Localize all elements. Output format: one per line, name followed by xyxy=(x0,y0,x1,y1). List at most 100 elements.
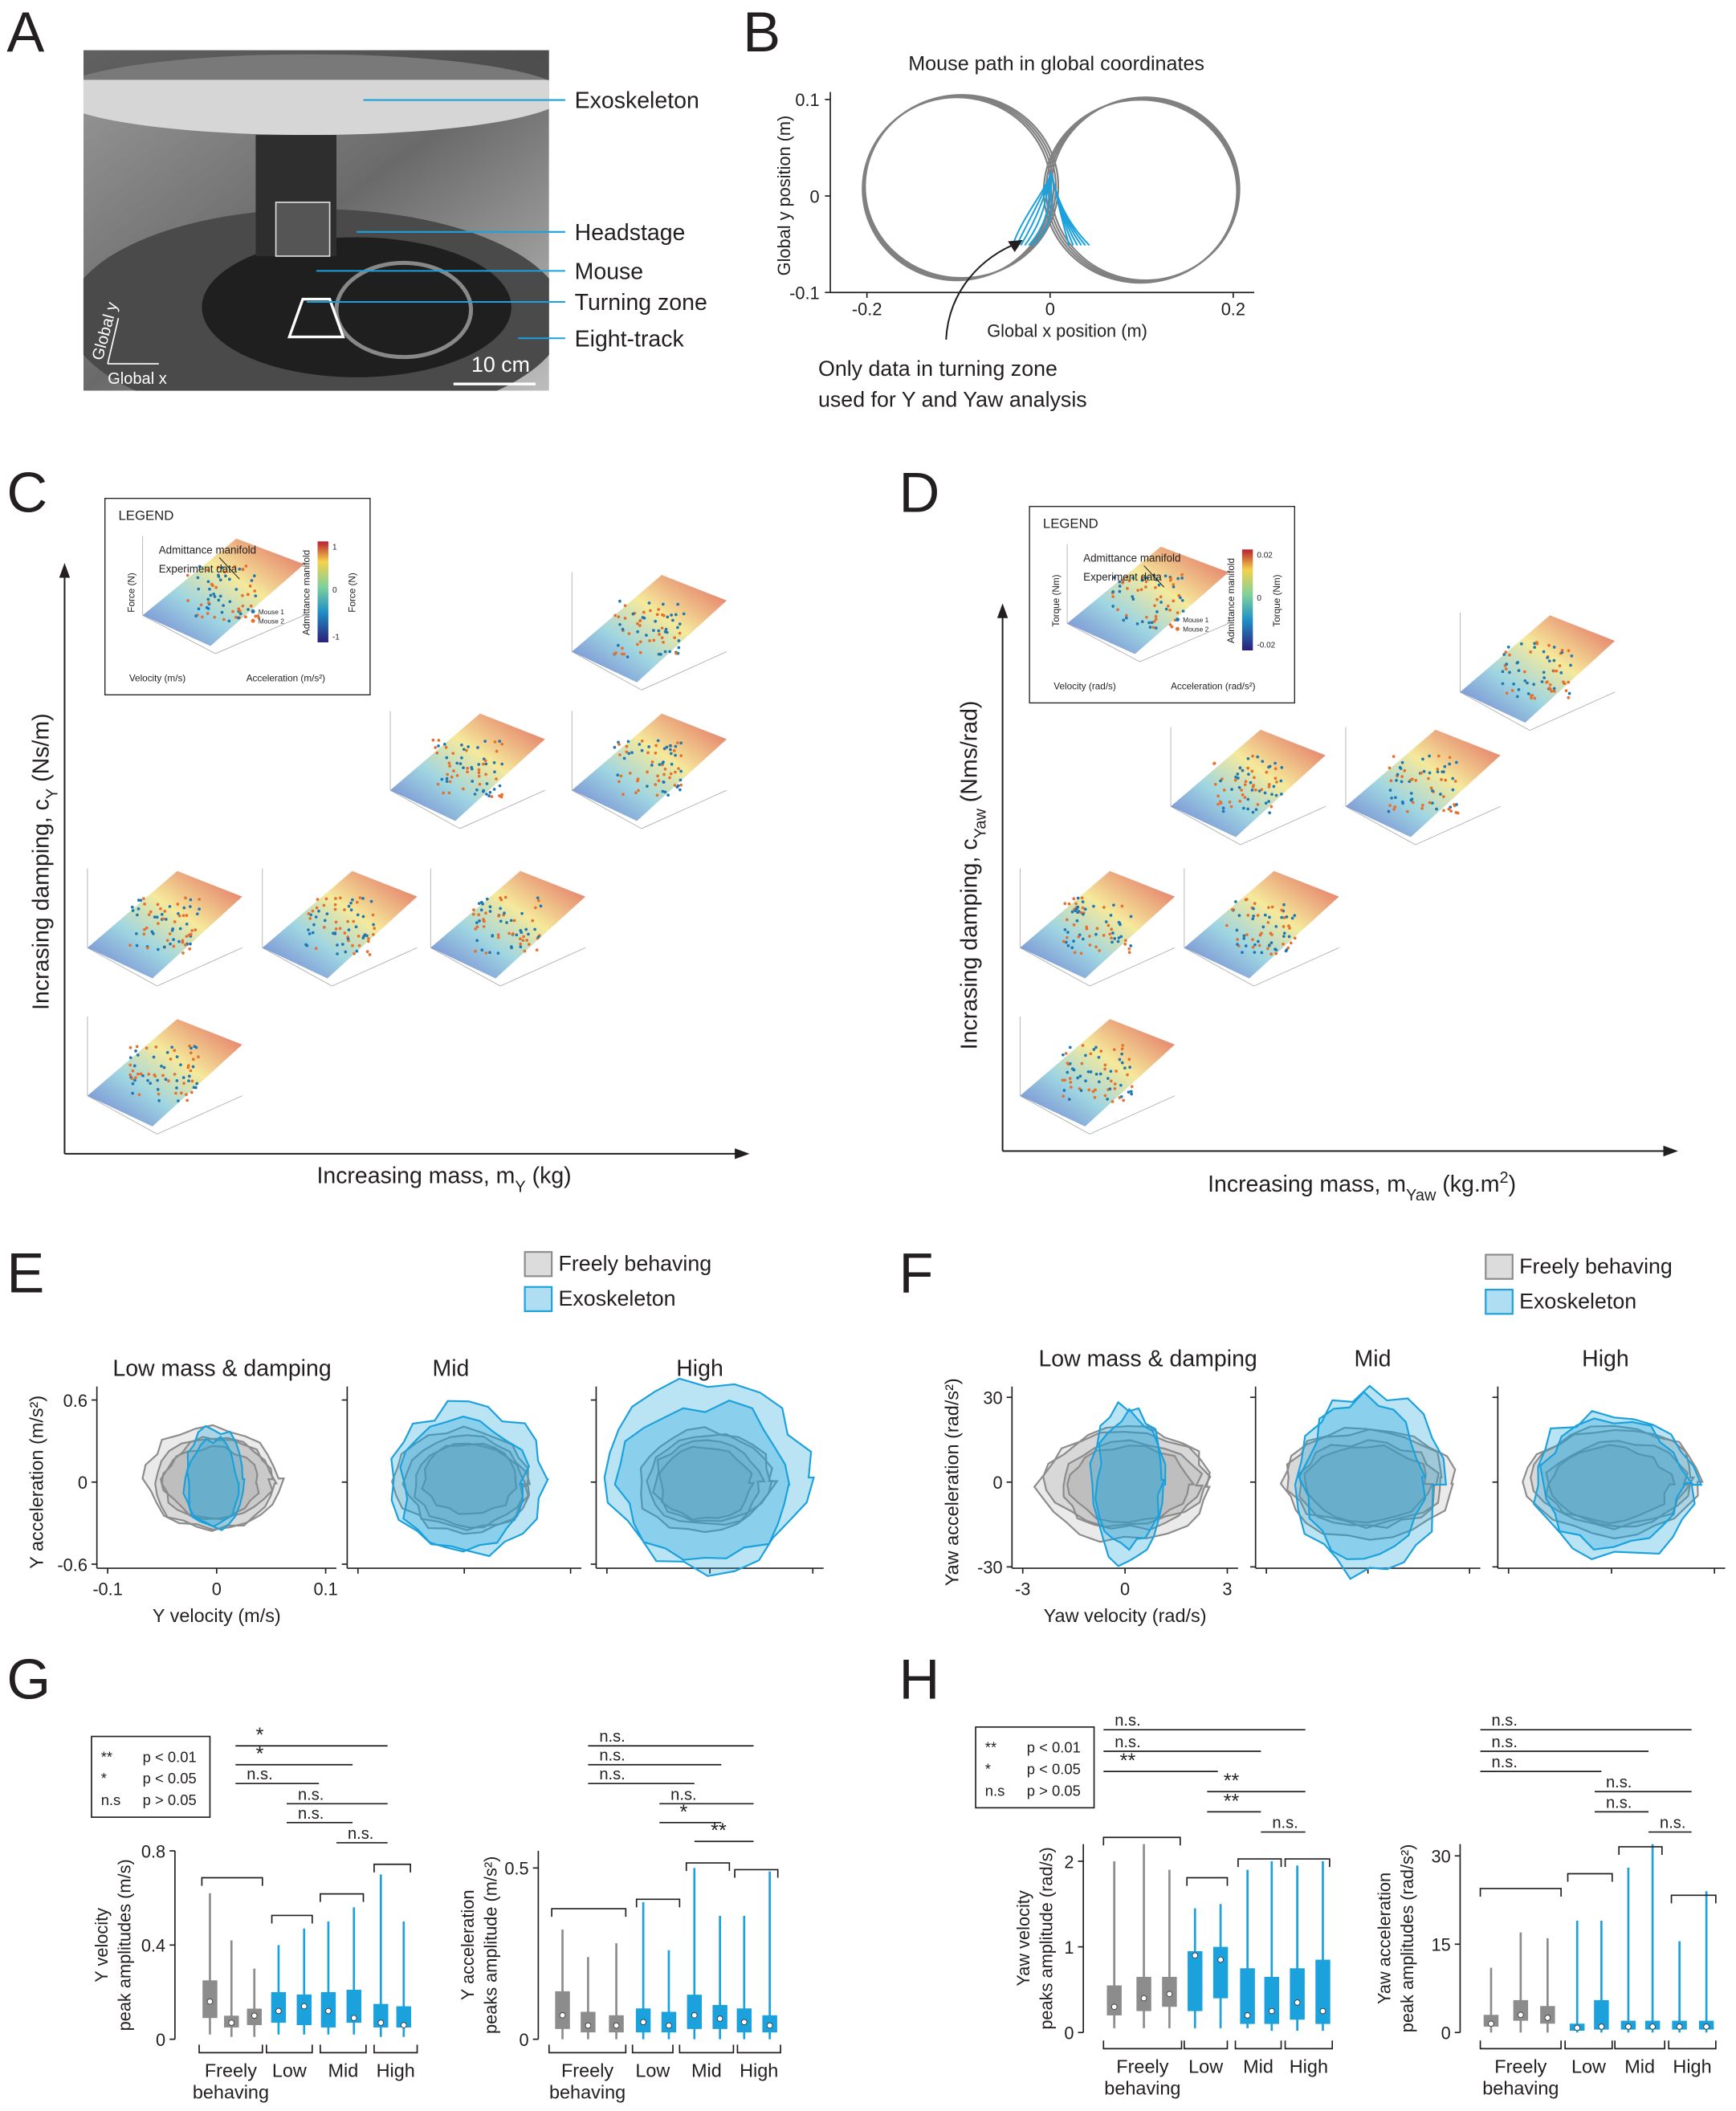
scatter-dot xyxy=(346,919,349,923)
scatter-dot xyxy=(1099,1049,1103,1053)
mini-axis xyxy=(214,614,304,654)
scatter-dot xyxy=(1567,691,1571,695)
scatter-dot xyxy=(1242,934,1246,938)
scatter-dot xyxy=(522,935,525,939)
group-underline xyxy=(1184,2040,1229,2050)
scatter-dot xyxy=(1131,576,1135,580)
scatter-dot xyxy=(1238,766,1242,770)
scatter-dot xyxy=(316,898,320,901)
sig-symbol: ** xyxy=(101,1748,112,1765)
scatter-dot xyxy=(1265,770,1269,774)
scatter-dot xyxy=(437,739,441,742)
scatter-dot xyxy=(1428,754,1432,758)
scatter-dot xyxy=(533,927,536,931)
scatter-dot xyxy=(254,614,258,618)
scatter-dot xyxy=(356,913,360,917)
scatter-dot xyxy=(1293,936,1297,940)
scatter-dot xyxy=(618,622,621,626)
group-label: High xyxy=(377,2060,415,2081)
mini-axis xyxy=(87,1095,157,1135)
scatter-dot xyxy=(440,777,444,781)
scatter-dot xyxy=(367,939,370,943)
scatter-dot xyxy=(1567,695,1571,699)
scatter-dot xyxy=(1260,951,1264,955)
scatter-dot xyxy=(627,632,631,635)
scatter-dot xyxy=(132,1064,137,1068)
scatter-dot xyxy=(1274,793,1278,797)
scatter-dot xyxy=(1098,949,1102,952)
scatter-dot xyxy=(1570,654,1574,658)
sig-legend-box xyxy=(975,1726,1095,1809)
scatter-dot xyxy=(495,749,499,753)
scatter-dot xyxy=(666,615,670,619)
scatter-dot xyxy=(1136,589,1140,593)
scatter-dot xyxy=(1069,1081,1073,1084)
scatter-dot xyxy=(1110,927,1114,931)
scatter-dot xyxy=(1388,766,1392,770)
scatter-dot xyxy=(1082,912,1085,916)
panel-letter: F xyxy=(899,1241,934,1304)
scatter-dot xyxy=(662,772,666,776)
scatter-dot xyxy=(1533,696,1537,700)
scatter-dot xyxy=(646,751,650,755)
mini-axis xyxy=(1089,1095,1176,1135)
scatter-dot xyxy=(1240,789,1243,792)
scatter-dot xyxy=(1420,771,1423,775)
scatter-dot xyxy=(484,911,487,915)
median xyxy=(666,2022,672,2029)
manifold-surface xyxy=(430,870,586,979)
phase-polygon xyxy=(1303,1444,1434,1524)
scatter-dot xyxy=(1069,1086,1073,1089)
scatter-dot xyxy=(179,1063,182,1066)
scatter-dot xyxy=(128,1063,132,1067)
group-label: Low xyxy=(1571,2056,1606,2077)
scatter-dot xyxy=(496,935,500,939)
scatter-dot xyxy=(1559,671,1563,674)
scatter-dot xyxy=(194,928,198,931)
scatter-dot xyxy=(201,615,204,619)
scatter-dot xyxy=(162,1066,166,1070)
scatter-dot xyxy=(1127,1058,1131,1062)
scatter-dot xyxy=(613,613,617,617)
scatter-dot xyxy=(1078,1074,1082,1078)
scatter-dot xyxy=(1420,806,1424,810)
phase-polygon xyxy=(390,1400,550,1558)
scatter-dot xyxy=(194,1045,198,1049)
scatter-dot xyxy=(1141,576,1144,580)
scatter-dot xyxy=(652,629,655,632)
scatter-dot xyxy=(173,1072,177,1076)
scatter-dot xyxy=(442,791,446,795)
scatter-dot xyxy=(534,906,537,910)
scatter-dot xyxy=(372,932,375,936)
scatter-dot xyxy=(325,912,329,915)
group-label: Mid xyxy=(1243,2056,1273,2077)
scatter-dot xyxy=(168,932,172,935)
mini-axis xyxy=(332,947,418,987)
scatter-dot xyxy=(1263,791,1267,795)
scatter-dot xyxy=(1522,670,1526,674)
sig-symbol: * xyxy=(985,1760,991,1777)
scatter-dot xyxy=(1246,766,1250,770)
x-tick-label: -3 xyxy=(1015,1579,1030,1600)
scatter-dot xyxy=(189,942,192,946)
box xyxy=(346,1990,361,2023)
x-tick-label: 0 xyxy=(1120,1579,1130,1600)
colorbar-unit: Torque (Nm) xyxy=(1272,574,1282,626)
scatter-dot xyxy=(1127,579,1131,583)
y-axis-label-part: Incrasing damping, c xyxy=(957,838,983,1049)
scatter-dot xyxy=(1396,772,1400,776)
group-bracket xyxy=(201,1877,263,1886)
scatter-dot xyxy=(1072,897,1076,901)
scatter-dot xyxy=(159,907,162,911)
scatter-dot xyxy=(482,762,485,766)
scatter-dot xyxy=(1455,803,1458,806)
y3d-label: Acceleration (rad/s²) xyxy=(1171,682,1256,692)
scatter-dot xyxy=(1436,754,1441,758)
scatter-dot xyxy=(497,914,500,918)
group-label: Mid xyxy=(1624,2056,1655,2077)
scatter-dot xyxy=(136,913,139,917)
scatter-dot xyxy=(657,608,660,611)
x-axis-label-part: Yaw xyxy=(1406,1187,1436,1204)
scatter-dot xyxy=(198,907,201,911)
scatter-dot xyxy=(638,650,642,654)
